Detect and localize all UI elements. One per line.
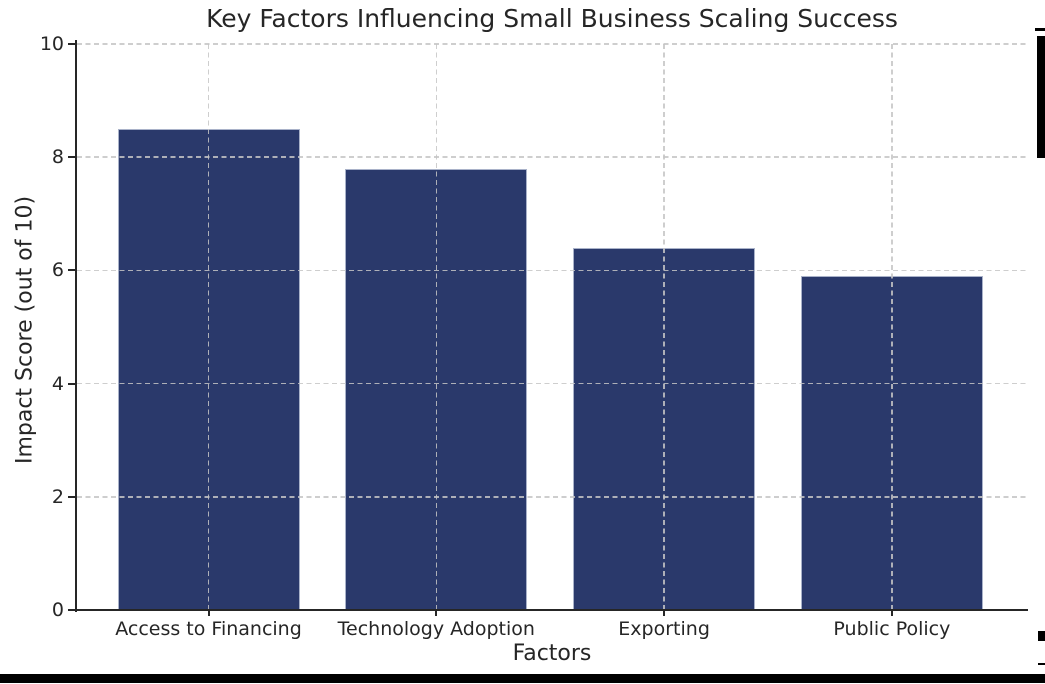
x-tick-mark-access-to-financing xyxy=(207,611,210,616)
x-axis-spine xyxy=(75,609,1028,611)
y-tick-label-10: 10 xyxy=(39,33,64,55)
gridline-x-exporting xyxy=(663,44,665,610)
y-axis-spine xyxy=(75,40,77,612)
x-tick-label-access-to-financing: Access to Financing xyxy=(115,618,302,640)
gridline-y-8 xyxy=(77,156,1028,158)
window-edge-dash-top xyxy=(1035,28,1045,31)
gridline-y-4 xyxy=(77,382,1028,385)
gridline-y-10 xyxy=(77,43,1028,45)
y-tick-label-8: 8 xyxy=(51,146,64,169)
y-tick-mark-0 xyxy=(68,609,77,611)
x-axis-label: Factors xyxy=(512,641,592,666)
x-tick-mark-technology-adoption xyxy=(435,611,438,616)
y-tick-mark-2 xyxy=(68,495,77,498)
y-tick-label-2: 2 xyxy=(51,485,64,508)
y-tick-mark-4 xyxy=(68,382,77,385)
y-axis-label: Impact Score (out of 10) xyxy=(12,195,38,465)
x-tick-label-exporting: Exporting xyxy=(618,618,710,640)
chart-title: Key Factors Influencing Small Business S… xyxy=(206,4,898,33)
y-tick-mark-6 xyxy=(68,269,77,272)
gridline-x-access-to-financing xyxy=(207,44,210,610)
x-tick-mark-exporting xyxy=(663,611,666,616)
x-tick-label-technology-adoption: Technology Adoption xyxy=(337,618,535,640)
y-tick-label-4: 4 xyxy=(51,372,64,395)
scrollbar-thumb[interactable] xyxy=(1037,36,1045,158)
y-tick-mark-10 xyxy=(68,43,77,45)
y-tick-label-6: 6 xyxy=(51,259,64,282)
x-tick-label-public-policy: Public Policy xyxy=(833,618,951,640)
y-tick-label-0: 0 xyxy=(51,599,64,621)
gridline-y-2 xyxy=(77,496,1028,498)
y-tick-mark-8 xyxy=(68,156,77,159)
gridline-x-technology-adoption xyxy=(435,44,438,610)
window-edge-square-bottom xyxy=(1038,631,1045,641)
window-edge-dash-bottom xyxy=(1038,663,1045,665)
window-bottom-border xyxy=(0,674,1045,683)
gridline-x-public-policy xyxy=(891,44,893,610)
gridline-y-6 xyxy=(77,269,1028,272)
x-tick-mark-public-policy xyxy=(890,611,893,616)
